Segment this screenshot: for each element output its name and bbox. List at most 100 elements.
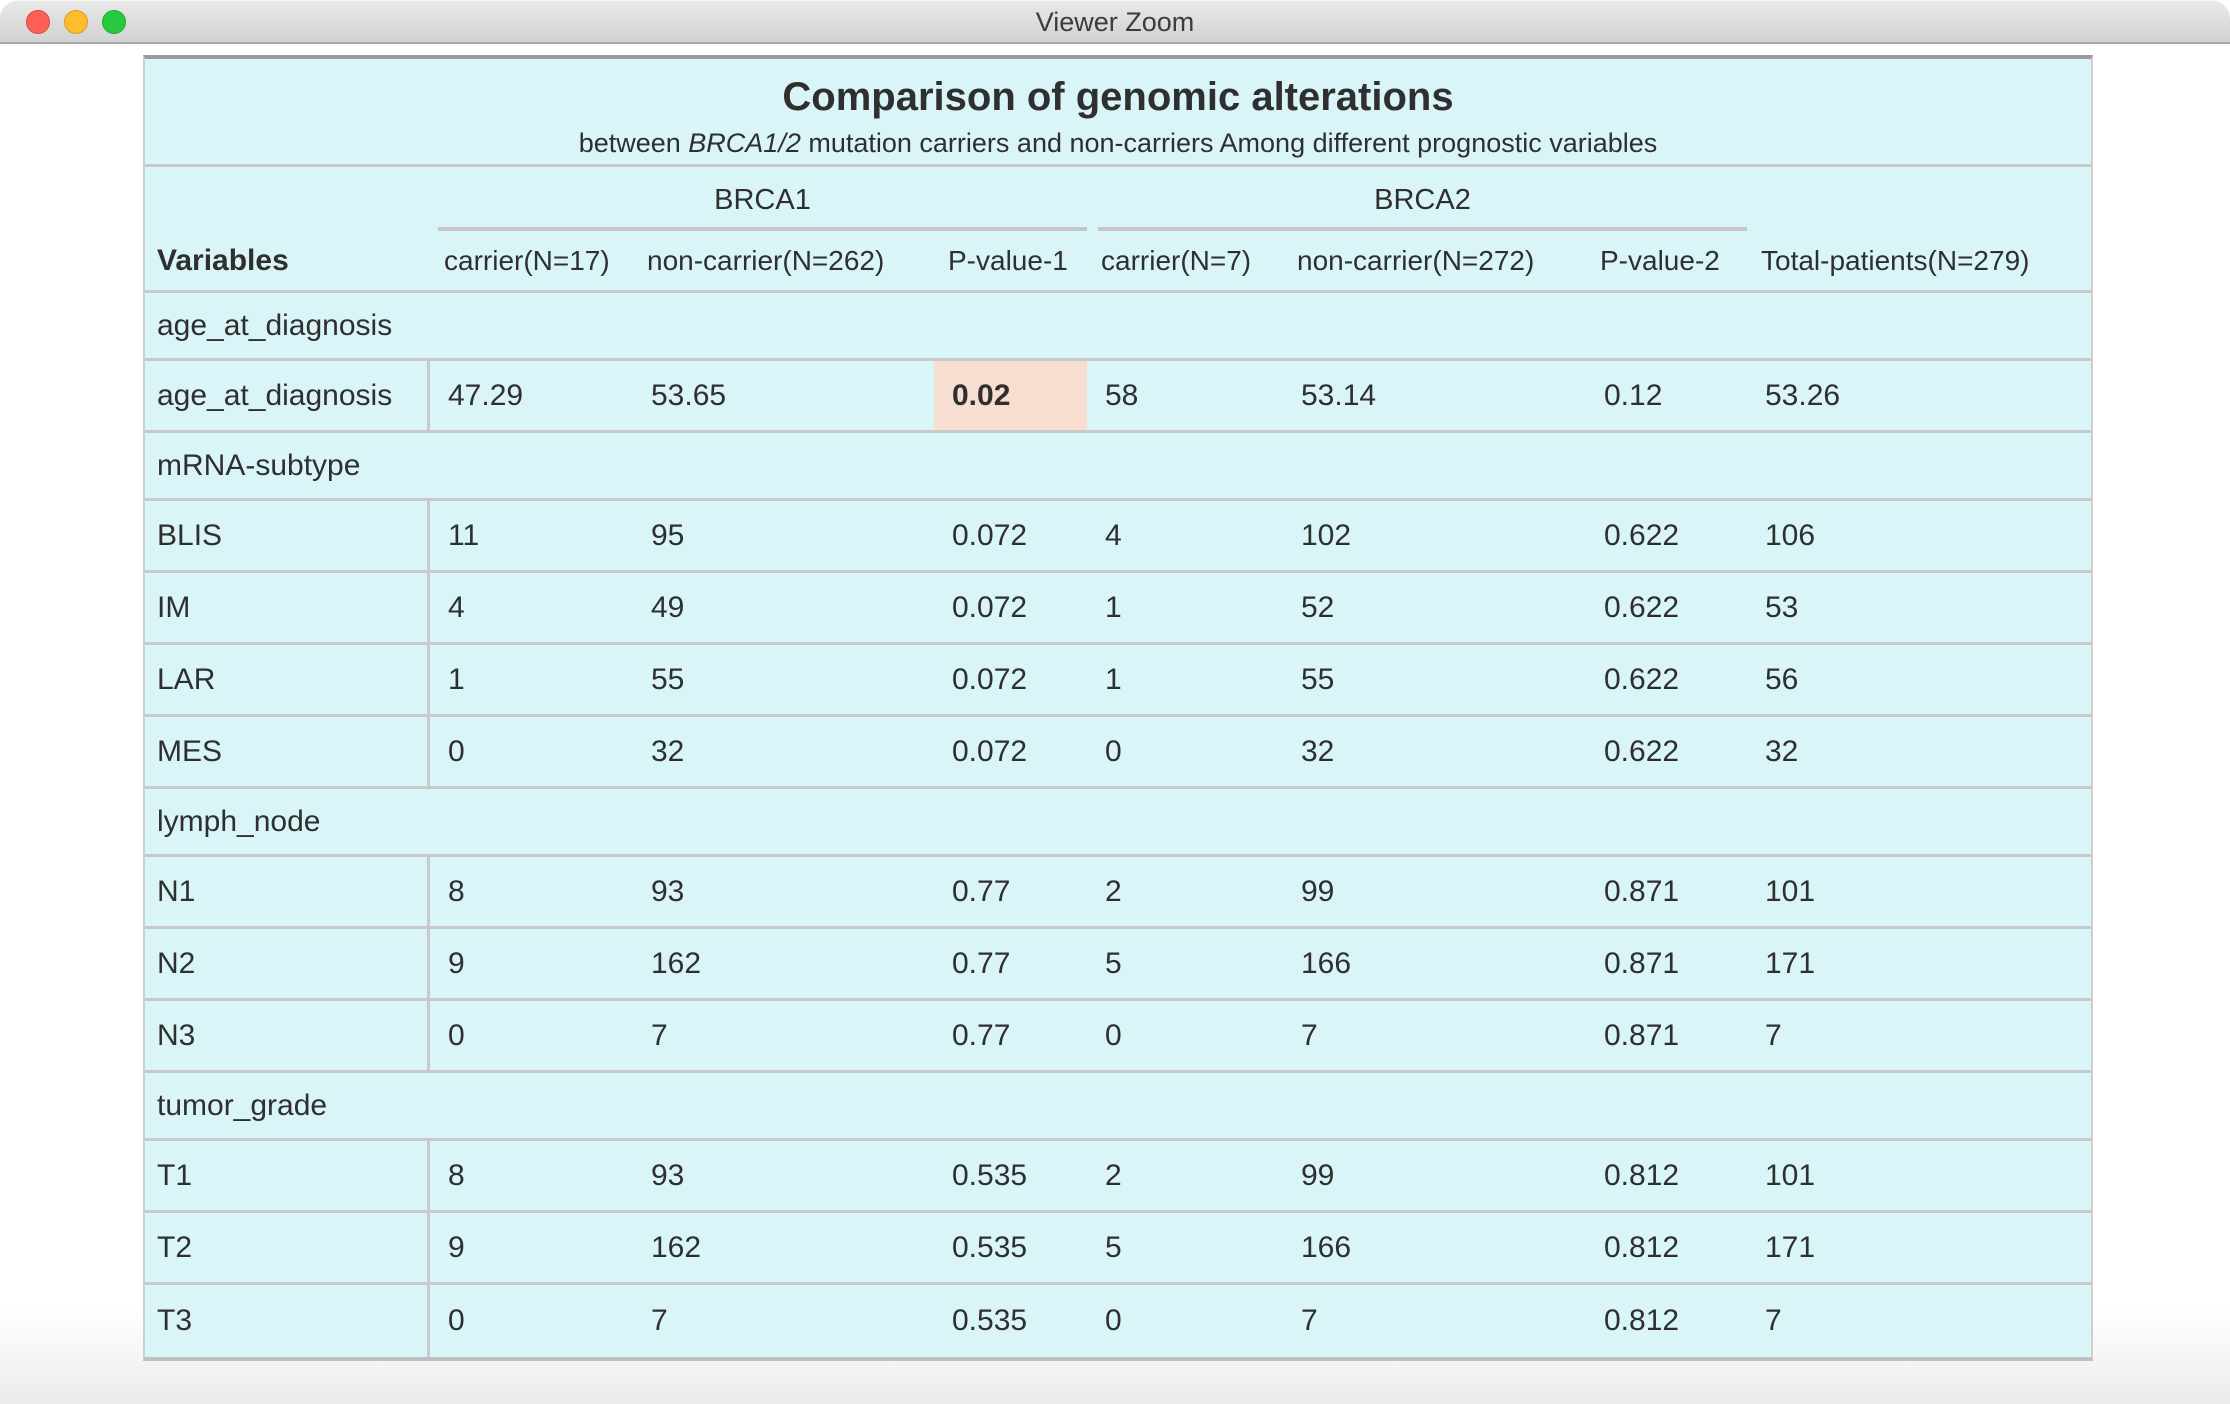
- table-cell: 49: [651, 590, 685, 624]
- row-label: IM: [145, 573, 430, 642]
- table-cell: 9: [448, 946, 465, 980]
- table-cell: 0.072: [952, 590, 1028, 624]
- row-label: N1: [145, 857, 430, 926]
- table-cell: 1: [1105, 590, 1122, 624]
- table-cell: 55: [1301, 662, 1335, 696]
- table-cell: 0.622: [1604, 662, 1680, 696]
- table-header: BRCA1 BRCA2 Variables carrier(N=17) non-…: [145, 167, 2091, 293]
- table-cell: 0: [1105, 1304, 1122, 1337]
- table-cell: 53.14: [1301, 378, 1377, 412]
- column-header-total: Total-patients(N=279): [1761, 244, 2030, 276]
- table-cell: 0.072: [952, 734, 1028, 768]
- table-cell: 101: [1765, 1158, 1816, 1192]
- table-cell: 166: [1301, 1230, 1352, 1264]
- table-cell: 0.77: [952, 1018, 1011, 1052]
- row-label: BLIS: [145, 501, 430, 570]
- column-header-row: Variables carrier(N=17) non-carrier(N=26…: [145, 231, 2091, 290]
- table-cell: 7: [651, 1018, 668, 1052]
- table-cell: 0.871: [1604, 1018, 1680, 1052]
- table-cell: 32: [1301, 734, 1335, 768]
- table-cell: 99: [1301, 1158, 1335, 1192]
- comparison-table: Comparison of genomic alterations betwee…: [143, 55, 2093, 1361]
- row-label: LAR: [145, 645, 430, 714]
- table-title-block: Comparison of genomic alterations betwee…: [145, 59, 2091, 167]
- row-label: T2: [145, 1213, 430, 1282]
- table-cell: 0.072: [952, 662, 1028, 696]
- group-header-row: BRCA1 BRCA2: [145, 167, 2091, 231]
- table-cell: 8: [448, 874, 465, 908]
- table-cell: 11: [448, 518, 480, 552]
- table-cell: 32: [1765, 734, 1799, 768]
- table-cell: 0: [448, 1304, 465, 1337]
- group-header-brca1: BRCA1: [438, 184, 1087, 231]
- table-cell: 99: [1301, 874, 1335, 908]
- table-cell: 58: [1105, 378, 1139, 412]
- table-cell: 7: [1301, 1304, 1318, 1337]
- row-label: T1: [145, 1141, 430, 1210]
- table-cell: 171: [1765, 946, 1816, 980]
- table-cell: 93: [651, 1158, 685, 1192]
- window-content: Comparison of genomic alterations betwee…: [0, 44, 2230, 1404]
- table-cell: 1: [448, 662, 465, 696]
- table-cell: 2: [1105, 874, 1122, 908]
- highlighted-cell: 0.02: [934, 361, 1087, 430]
- table-row: T3 0 7 0.535 0 7 0.812 7: [145, 1285, 2091, 1357]
- table-cell: 162: [651, 1230, 702, 1264]
- minimize-button[interactable]: [64, 10, 88, 34]
- table-row: MES 0 32 0.072 0 32 0.622 32: [145, 717, 2091, 789]
- row-label: MES: [145, 717, 430, 786]
- table-cell: 0.812: [1604, 1230, 1680, 1264]
- table-cell: 9: [448, 1230, 465, 1264]
- table-row: N1 8 93 0.77 2 99 0.871 101: [145, 857, 2091, 929]
- table-cell: 55: [651, 662, 685, 696]
- table-cell: 0: [1105, 1018, 1122, 1052]
- table-cell: 8: [448, 1158, 465, 1192]
- table-cell: 171: [1765, 1230, 1816, 1264]
- table-cell: 0.12: [1604, 378, 1663, 412]
- table-title: Comparison of genomic alterations: [782, 75, 1454, 119]
- table-cell: 1: [1105, 662, 1122, 696]
- table-cell: 4: [1105, 518, 1122, 552]
- table-row: BLIS 11 95 0.072 4 102 0.622 106: [145, 501, 2091, 573]
- table-cell: 53.26: [1765, 378, 1841, 412]
- table-cell: 7: [1765, 1018, 1782, 1052]
- section-row-age_at_diagnosis: age_at_diagnosis: [145, 293, 2091, 361]
- table-cell: 0.812: [1604, 1304, 1680, 1337]
- table-cell: 0.535: [952, 1304, 1028, 1337]
- table-cell: 101: [1765, 874, 1816, 908]
- table-body: age_at_diagnosis age_at_diagnosis 47.29 53.…: [145, 293, 2091, 1357]
- section-row-lymph_node: lymph_node: [145, 789, 2091, 857]
- table-cell: 7: [1765, 1304, 1782, 1337]
- table-cell: 0.77: [952, 946, 1011, 980]
- row-label: N2: [145, 929, 430, 998]
- table-cell: 162: [651, 946, 702, 980]
- table-cell: 4: [448, 590, 465, 624]
- zoom-button[interactable]: [102, 10, 126, 34]
- close-button[interactable]: [26, 10, 50, 34]
- table-cell: 7: [651, 1304, 668, 1337]
- window-title: Viewer Zoom: [1035, 6, 1195, 37]
- column-header-noncarrier-1: non-carrier(N=262): [647, 244, 885, 276]
- section-row-mRNA-subtype: mRNA-subtype: [145, 433, 2091, 501]
- table-cell: 0.812: [1604, 1158, 1680, 1192]
- table-cell: 106: [1765, 518, 1816, 552]
- table-cell: 47.29: [448, 378, 524, 412]
- table-cell: 0.77: [952, 874, 1011, 908]
- window-titlebar: Viewer Zoom: [0, 0, 2230, 44]
- subtitle-suffix: mutation carriers and non-carriers Among…: [800, 128, 1658, 158]
- table-cell: 0.535: [952, 1158, 1028, 1192]
- table-cell: 7: [1301, 1018, 1318, 1052]
- table-cell: 53.65: [651, 378, 727, 412]
- section-row-tumor_grade: tumor_grade: [145, 1073, 2091, 1141]
- column-header-variables: Variables: [157, 243, 289, 277]
- column-header-pvalue-2: P-value-2: [1600, 244, 1720, 276]
- table-cell: 102: [1301, 518, 1352, 552]
- table-cell: 0: [1105, 734, 1122, 768]
- table-cell: 0.871: [1604, 874, 1680, 908]
- table-cell: 5: [1105, 946, 1122, 980]
- table-cell: 0: [448, 734, 465, 768]
- table-cell: 93: [651, 874, 685, 908]
- table-cell: 53: [1765, 590, 1799, 624]
- table-cell: 52: [1301, 590, 1335, 624]
